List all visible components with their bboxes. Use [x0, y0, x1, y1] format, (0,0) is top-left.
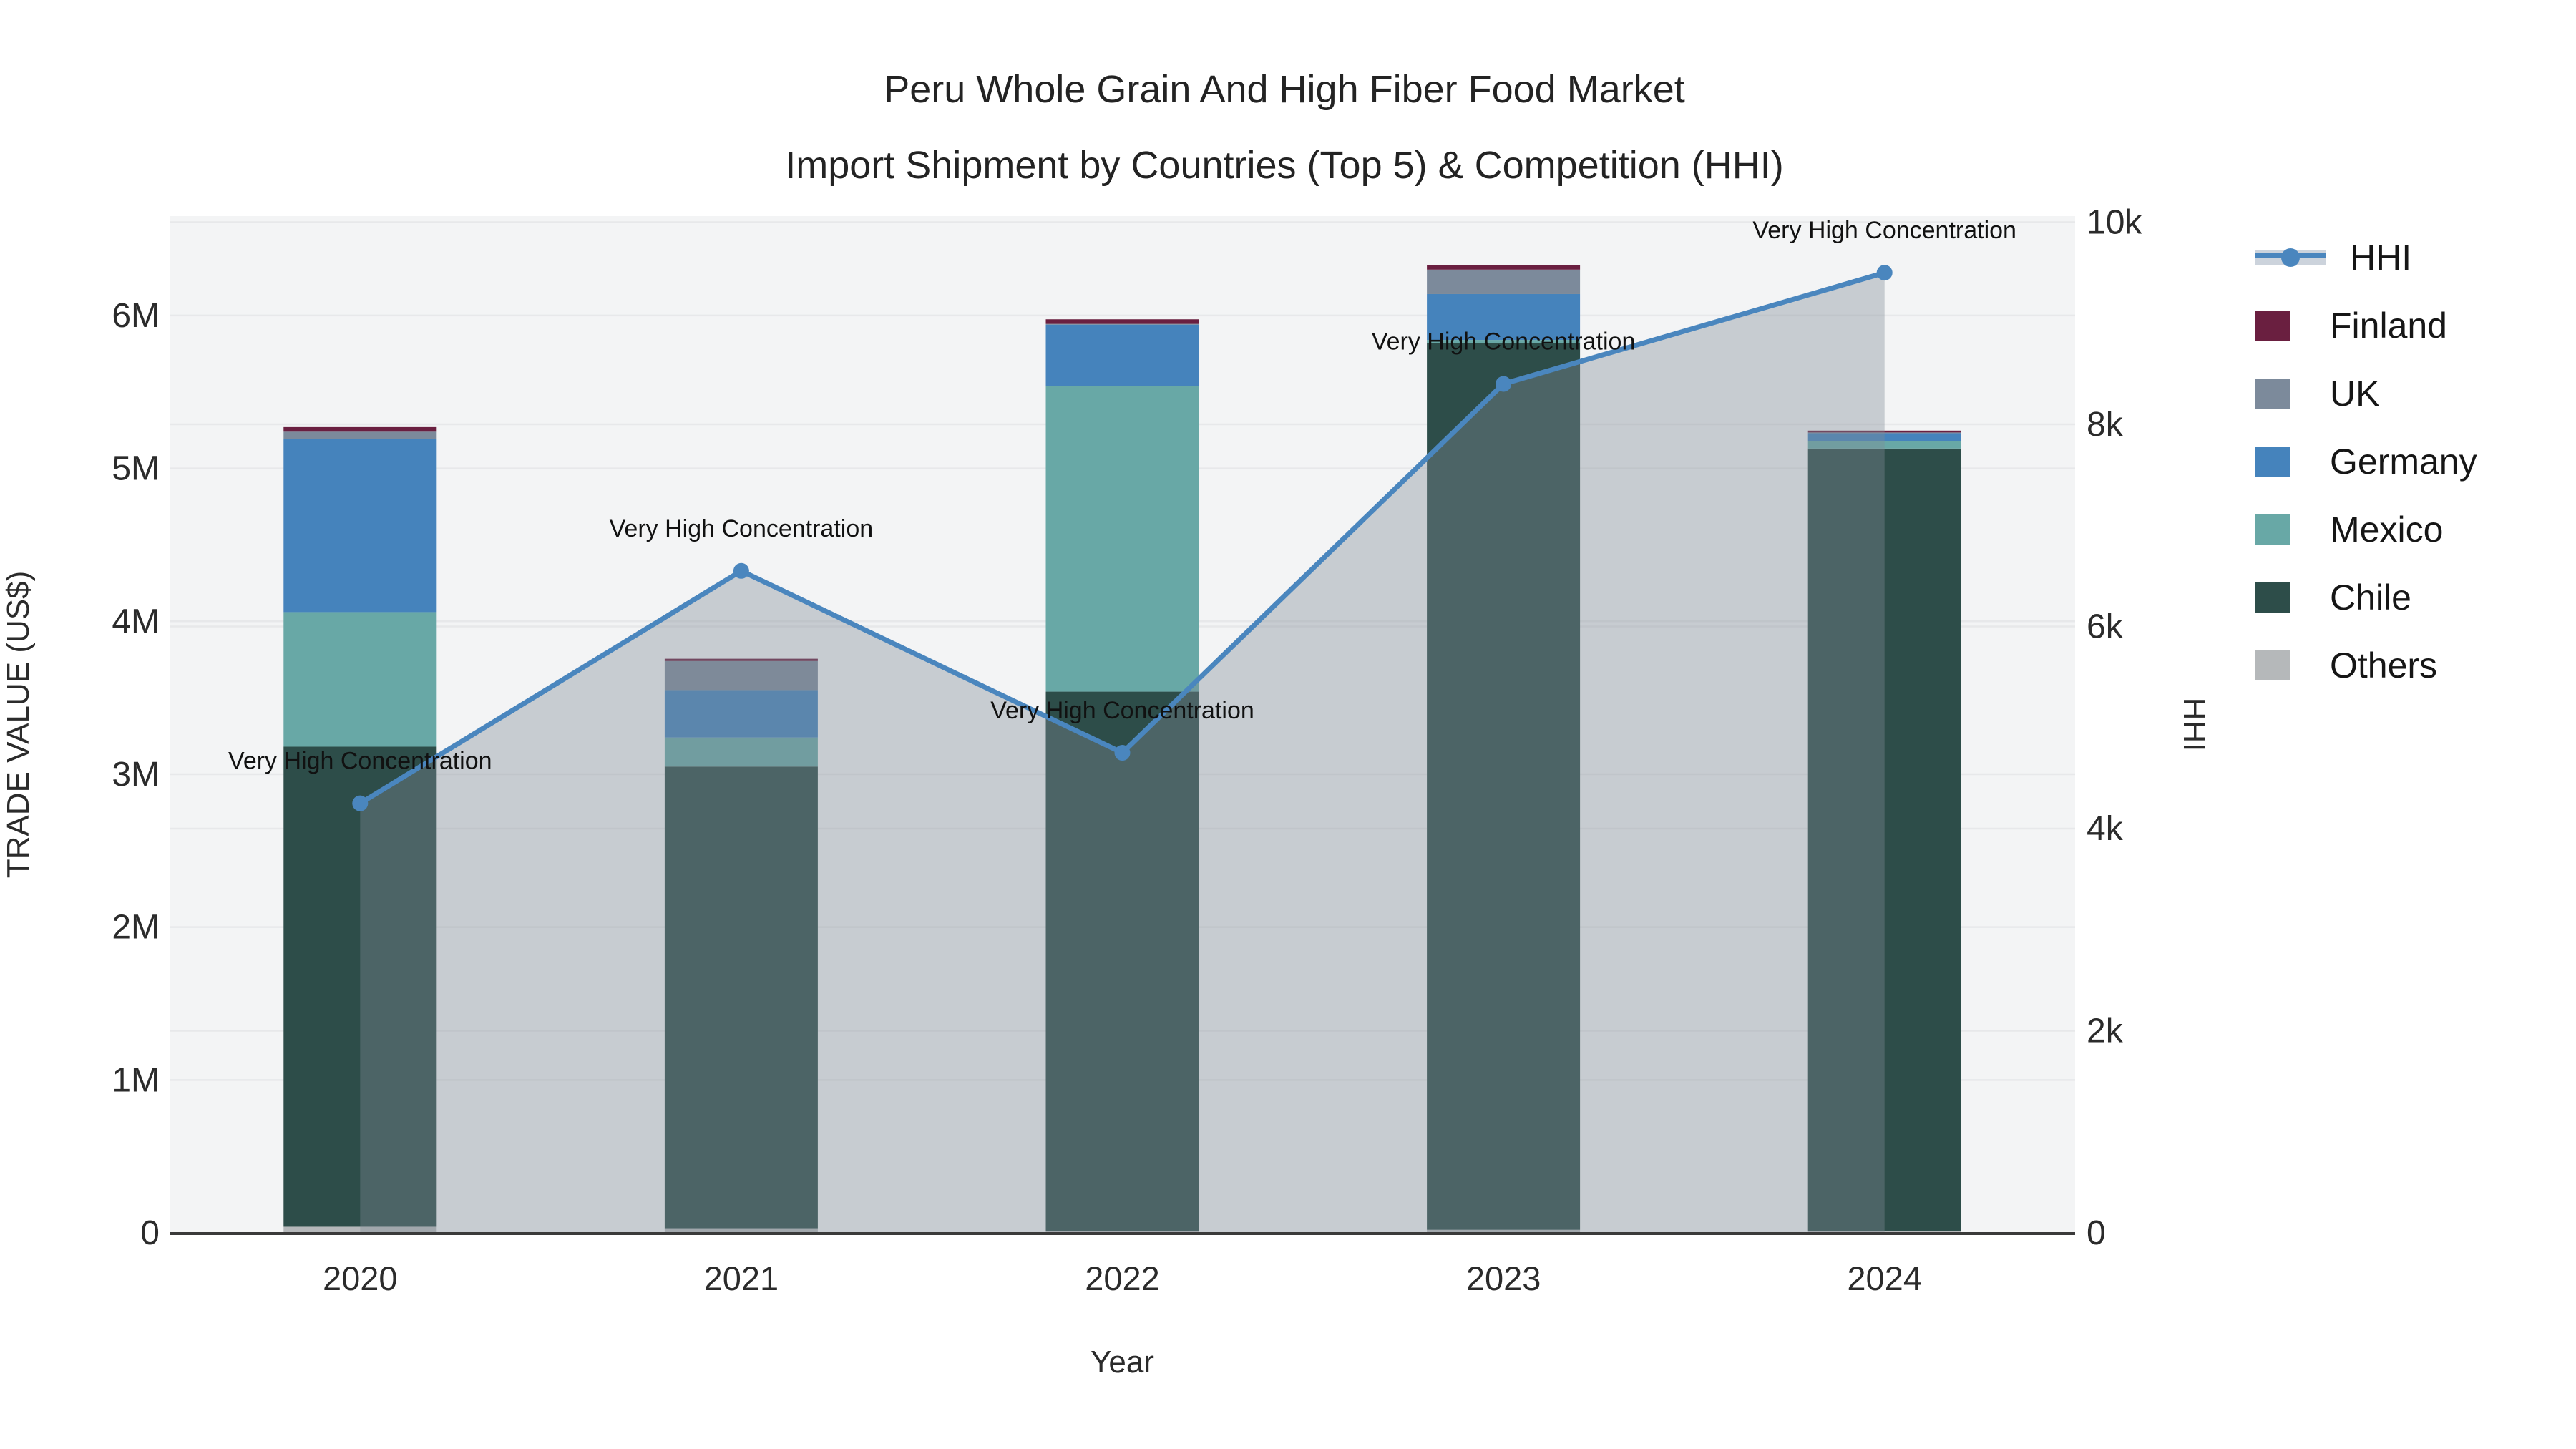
- hhi-marker-2020: [352, 795, 369, 811]
- hhi-marker-2022: [1114, 745, 1131, 761]
- xtick-2024: 2024: [1847, 1259, 1922, 1297]
- legend-label-finland: Finland: [2330, 305, 2447, 346]
- annotation-2020: Very High Concentration: [228, 748, 492, 775]
- bar-segment-germany-2021: [664, 690, 818, 738]
- chart-title-line2: Import Shipment by Countries (Top 5) & C…: [785, 144, 1784, 187]
- legend-item-others[interactable]: Others: [2255, 631, 2477, 699]
- chart-title: Peru Whole Grain And High Fiber Food Mar…: [0, 52, 2569, 203]
- ytick-right-0: 0: [2087, 1214, 2106, 1252]
- legend: HHI Finland UK Germany Mexico Chile Others: [2255, 223, 2477, 699]
- bar-segment-mexico-2021: [664, 737, 818, 767]
- bar-segment-finland-2023: [1427, 265, 1581, 270]
- ytick-right-4k: 4k: [2087, 810, 2124, 848]
- y-axis-title-right: HHI: [2177, 698, 2212, 752]
- bar-segment-mexico-2022: [1045, 386, 1199, 692]
- bar-segment-germany-2022: [1045, 324, 1199, 386]
- annotation-2021: Very High Concentration: [610, 515, 874, 542]
- hhi-line-sample-icon: [2255, 243, 2326, 273]
- legend-swatch-uk: [2255, 378, 2290, 409]
- bar-segment-chile-2023: [1427, 343, 1581, 1230]
- ytick-right-6k: 6k: [2087, 608, 2124, 645]
- bar-segment-finland-2024: [1807, 430, 1961, 433]
- ytick-left-5M: 5M: [112, 450, 160, 488]
- legend-item-mexico[interactable]: Mexico: [2255, 495, 2477, 563]
- bar-segment-germany-2024: [1807, 433, 1961, 441]
- chart-title-line1: Peru Whole Grain And High Fiber Food Mar…: [884, 68, 1685, 111]
- bar-segment-finland-2020: [283, 426, 437, 432]
- annotation-2023: Very High Concentration: [1372, 328, 1636, 355]
- legend-item-hhi[interactable]: HHI: [2255, 223, 2477, 291]
- bar-segment-chile-2022: [1045, 691, 1199, 1231]
- xtick-2022: 2022: [1085, 1259, 1160, 1297]
- ytick-right-8k: 8k: [2087, 406, 2124, 444]
- bar-segment-others-2021: [664, 1228, 818, 1233]
- bar-segment-uk-2021: [664, 660, 818, 691]
- legend-swatch-finland: [2255, 310, 2290, 341]
- xtick-2020: 2020: [323, 1259, 398, 1297]
- ytick-right-10k: 10k: [2087, 203, 2142, 241]
- hhi-marker-2021: [733, 562, 749, 579]
- x-axis-title: Year: [1091, 1345, 1154, 1380]
- bar-segment-chile-2021: [664, 766, 818, 1229]
- xtick-2023: 2023: [1466, 1259, 1541, 1297]
- bar-segment-germany-2023: [1427, 293, 1581, 341]
- bar-segment-finland-2021: [664, 658, 818, 661]
- bar-segment-chile-2020: [283, 746, 437, 1227]
- legend-label-hhi: HHI: [2350, 237, 2412, 278]
- annotation-2024: Very High Concentration: [1752, 217, 2016, 244]
- ytick-left-4M: 4M: [112, 602, 160, 640]
- ytick-left-6M: 6M: [112, 297, 160, 335]
- legend-swatch-germany: [2255, 446, 2290, 477]
- legend-swatch-chile: [2255, 582, 2290, 613]
- legend-item-germany[interactable]: Germany: [2255, 427, 2477, 495]
- hhi-marker-2023: [1496, 376, 1512, 392]
- legend-label-uk: UK: [2330, 373, 2380, 414]
- legend-item-chile[interactable]: Chile: [2255, 563, 2477, 631]
- xtick-2021: 2021: [704, 1259, 779, 1297]
- y-axis-title-left: TRADE VALUE (US$): [1, 571, 36, 879]
- bar-segment-chile-2024: [1807, 448, 1961, 1231]
- legend-label-chile: Chile: [2330, 577, 2411, 618]
- legend-label-mexico: Mexico: [2330, 509, 2444, 550]
- bar-segment-uk-2023: [1427, 269, 1581, 294]
- bar-segment-mexico-2024: [1807, 441, 1961, 449]
- bar-segment-others-2022: [1045, 1231, 1199, 1233]
- bar-segment-mexico-2023: [1427, 340, 1581, 343]
- legend-swatch-others: [2255, 650, 2290, 680]
- bar-segment-uk-2022: [1045, 323, 1199, 325]
- legend-item-finland[interactable]: Finland: [2255, 291, 2477, 359]
- ytick-left-0: 0: [140, 1214, 160, 1252]
- bar-segment-others-2024: [1807, 1231, 1961, 1233]
- hhi-marker-2024: [1876, 265, 1893, 281]
- bar-segment-uk-2024: [1807, 432, 1961, 434]
- ytick-left-2M: 2M: [112, 909, 160, 947]
- bar-segment-mexico-2020: [283, 612, 437, 747]
- legend-swatch-mexico: [2255, 514, 2290, 545]
- legend-item-uk[interactable]: UK: [2255, 359, 2477, 427]
- ytick-left-1M: 1M: [112, 1061, 160, 1099]
- legend-label-germany: Germany: [2330, 441, 2477, 482]
- legend-label-others: Others: [2330, 645, 2438, 686]
- bar-segment-finland-2022: [1045, 319, 1199, 324]
- bar-segment-others-2020: [283, 1226, 437, 1233]
- ytick-left-3M: 3M: [112, 756, 160, 794]
- ytick-right-2k: 2k: [2087, 1012, 2124, 1050]
- bar-segment-uk-2020: [283, 431, 437, 439]
- bar-segment-others-2023: [1427, 1229, 1581, 1233]
- bar-segment-germany-2020: [283, 439, 437, 613]
- annotation-2022: Very High Concentration: [990, 697, 1254, 724]
